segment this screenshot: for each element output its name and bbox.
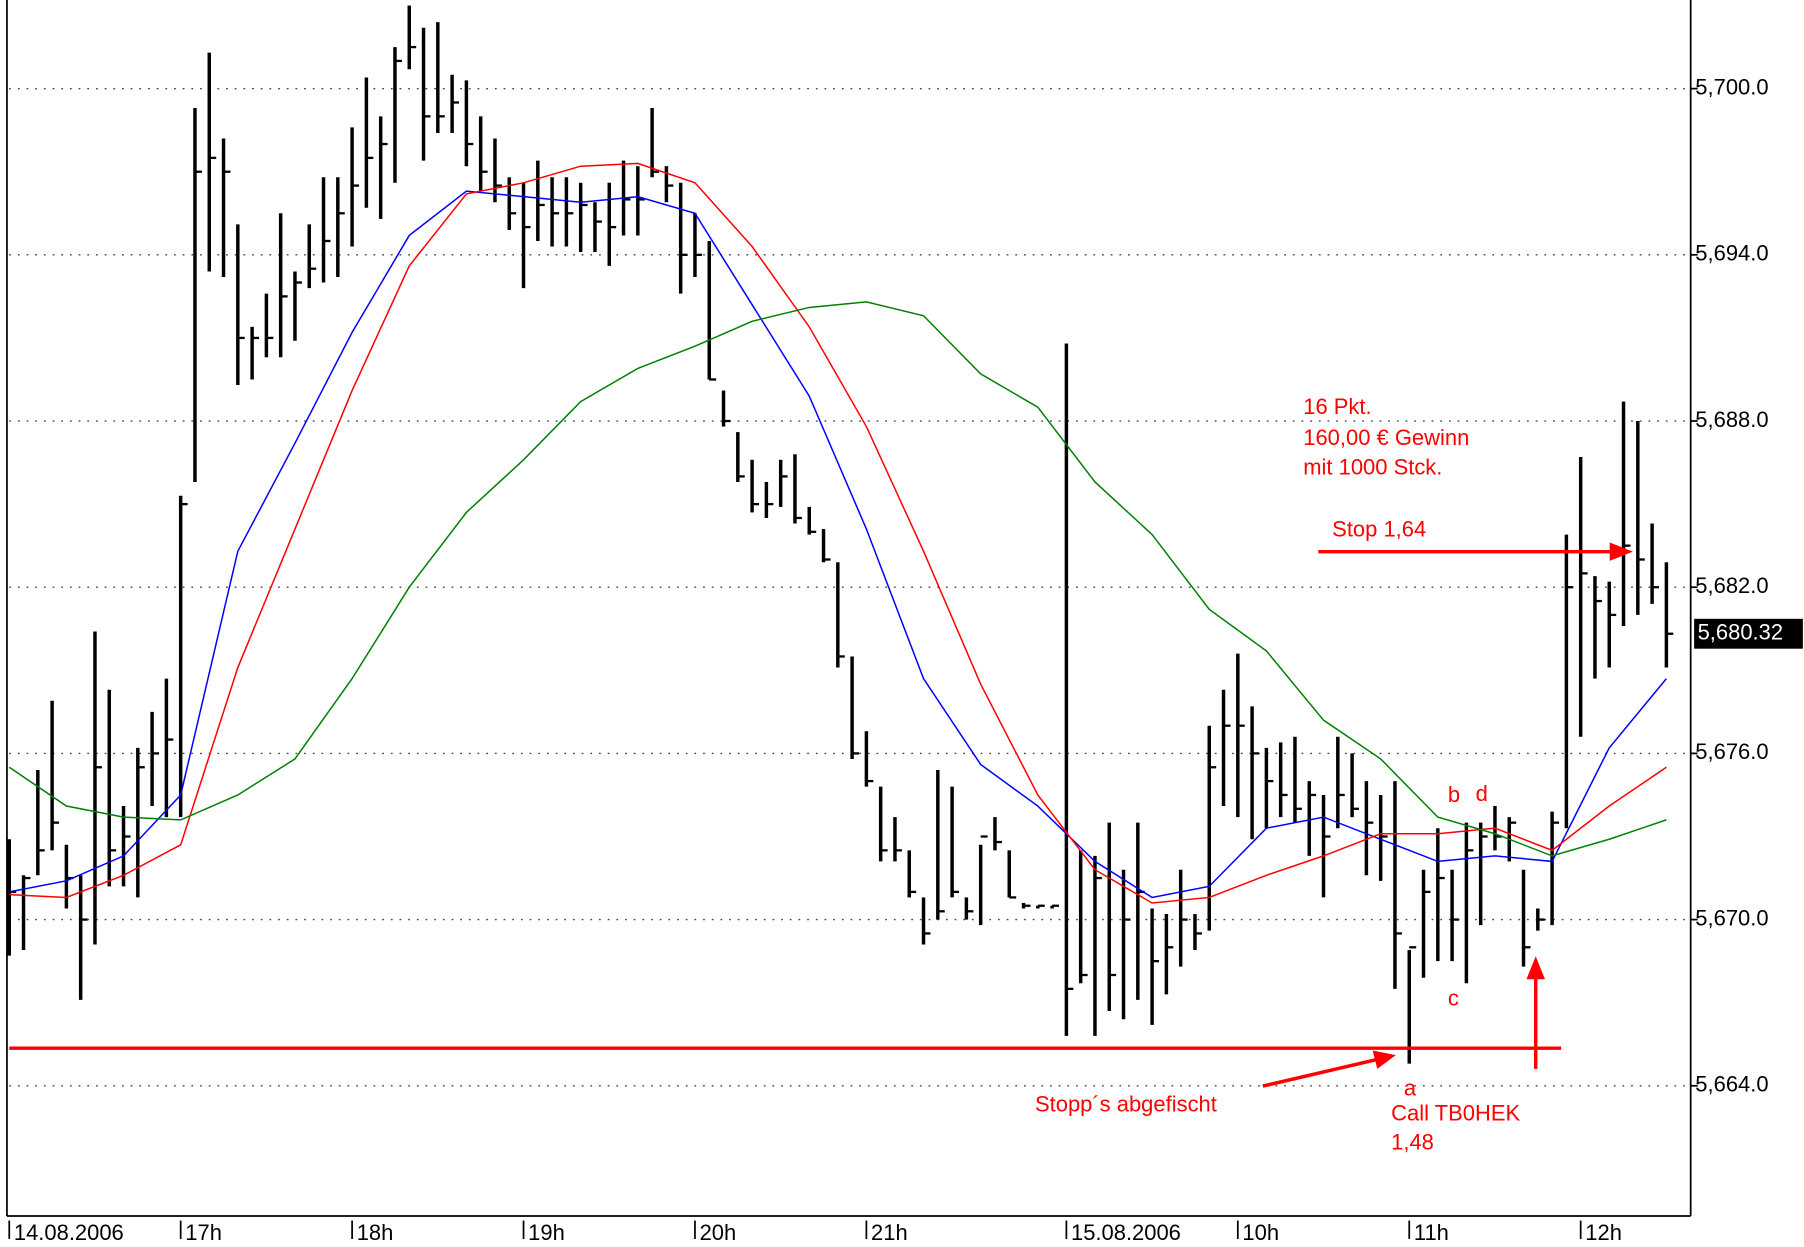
x-tick-label: 19h [528, 1220, 565, 1245]
moving-average [9, 162, 1667, 904]
annotation: 160,00 € Gewinn [1303, 425, 1469, 450]
x-tick-label: 12h [1585, 1220, 1622, 1245]
y-tick-label: 5,670.0 [1695, 905, 1768, 930]
annotation: mit 1000 Stck. [1303, 455, 1442, 480]
x-tick-label: 15.08.2006 [1071, 1220, 1181, 1245]
moving-average [8, 301, 1667, 857]
annotation: c [1448, 986, 1459, 1011]
moving-average [9, 190, 1667, 899]
annotation: d [1476, 781, 1488, 806]
annotation: 1,48 [1391, 1129, 1434, 1154]
x-tick-label: 10h [1242, 1220, 1279, 1245]
arrow-head [1372, 1050, 1396, 1069]
x-tick-label: 18h [357, 1220, 394, 1245]
y-tick-label: 5,700.0 [1695, 74, 1768, 99]
y-tick-label: 5,682.0 [1695, 573, 1768, 598]
x-tick-label: 20h [700, 1220, 737, 1245]
last-price-box [1694, 618, 1803, 649]
arrow-head [1609, 542, 1633, 561]
annotation: Call TB0HEK [1391, 1101, 1520, 1126]
y-tick-label: 5,688.0 [1695, 407, 1768, 432]
arrow [1262, 1057, 1377, 1088]
y-tick-label: 5,676.0 [1695, 739, 1768, 764]
x-tick-label: 21h [871, 1220, 908, 1245]
y-tick-label: 5,694.0 [1695, 241, 1768, 266]
annotation: 16 Pkt. [1303, 394, 1371, 419]
annotation: b [1448, 782, 1460, 807]
arrow-head [1526, 956, 1545, 980]
annotation: Stopp´s abgefischt [1035, 1091, 1217, 1116]
x-tick-label: 11h [1414, 1220, 1449, 1245]
y-tick-label: 5,664.0 [1695, 1072, 1768, 1097]
plot-layer: 5,664.0 5,670.0 5,676.0 5,682.0 5,688.0 5,694… [7, 5, 1769, 1245]
x-tick-label: 17h [185, 1220, 222, 1245]
annotation: a [1404, 1075, 1417, 1100]
annotation: Stop 1,64 [1332, 517, 1426, 542]
last-price-label: 5,680.32 [1698, 620, 1783, 645]
x-tick-label: 14.08.2006 [14, 1220, 124, 1245]
